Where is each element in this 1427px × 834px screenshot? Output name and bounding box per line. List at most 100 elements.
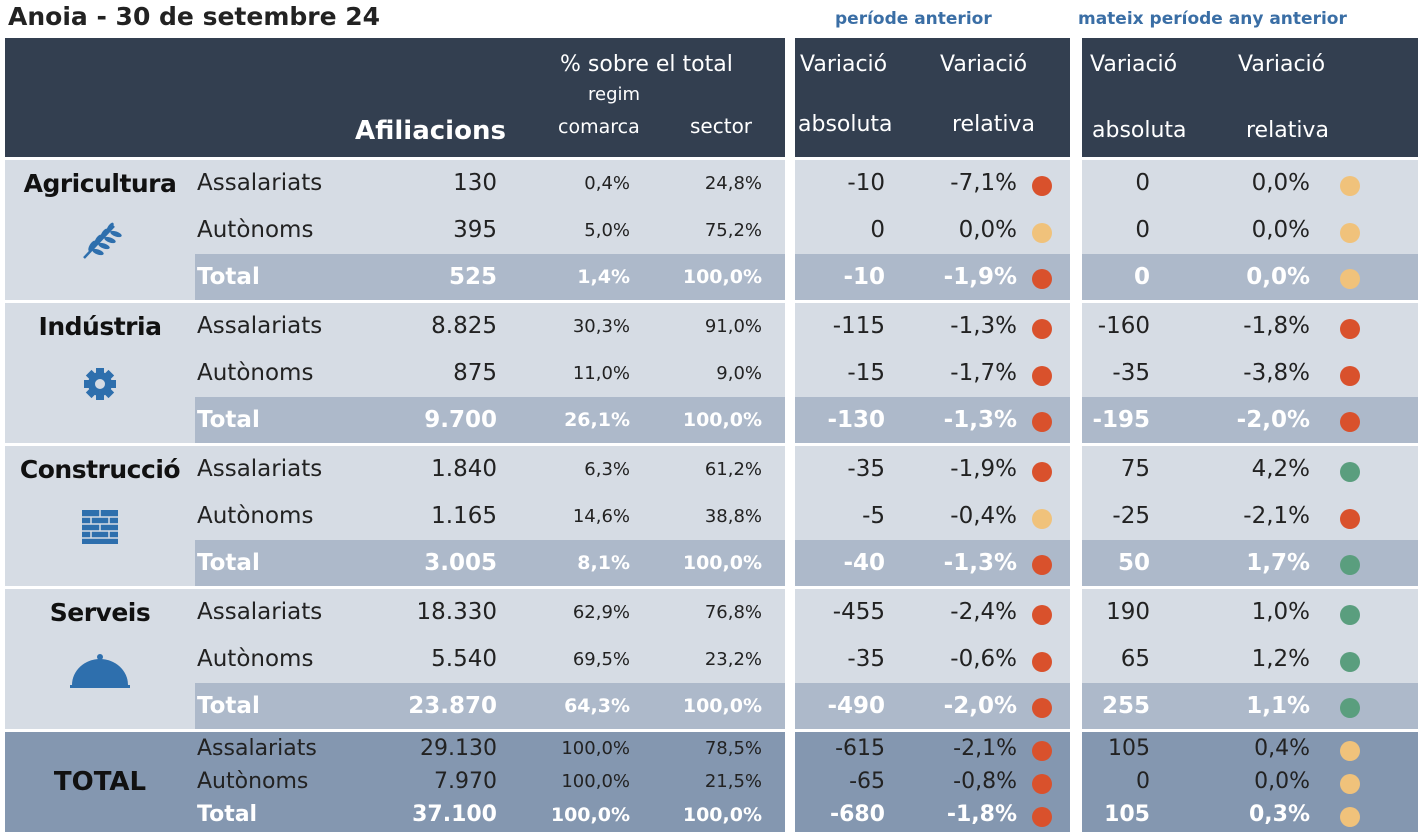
cell: -455 xyxy=(832,599,885,625)
cell: 0 xyxy=(1135,170,1150,196)
cell: 100,0% xyxy=(682,695,762,717)
row-bg xyxy=(5,589,785,636)
status-dot xyxy=(1032,651,1052,672)
status-dot xyxy=(1340,698,1360,718)
cell: 100,0% xyxy=(682,552,762,574)
cell: -160 xyxy=(1097,313,1150,339)
row-bg xyxy=(1082,732,1418,765)
row-type: Assalariats xyxy=(197,313,323,339)
sector-icon xyxy=(82,509,118,544)
row-bg xyxy=(795,493,1070,540)
row-bg xyxy=(5,683,195,729)
row-bg xyxy=(1082,683,1418,729)
header: Variació xyxy=(800,52,888,77)
row-bg xyxy=(1082,397,1418,443)
cell: -2,0% xyxy=(1236,407,1310,433)
row-bg xyxy=(795,397,1070,443)
cell: 100,0% xyxy=(682,409,762,431)
cell: 29.130 xyxy=(420,736,497,761)
row-bg xyxy=(1082,765,1418,798)
row-bg xyxy=(795,589,1070,636)
cell: 0 xyxy=(870,217,885,243)
header: Afiliacions xyxy=(355,116,506,146)
status-dot xyxy=(1032,412,1052,432)
cell: 100,0% xyxy=(682,804,762,826)
status-dot xyxy=(1340,740,1360,761)
cell: 5,0% xyxy=(584,220,630,241)
cell: -40 xyxy=(843,550,885,576)
row-bg xyxy=(795,254,1070,300)
cell: -130 xyxy=(827,407,885,433)
row-bg xyxy=(5,636,785,683)
row-bg xyxy=(795,446,1070,493)
cell: 4,2% xyxy=(1251,456,1310,482)
row-bg xyxy=(795,732,1070,765)
cell: 130 xyxy=(453,170,497,196)
cell: 76,8% xyxy=(704,602,762,623)
status-dot xyxy=(1340,807,1360,827)
cell: -0,8% xyxy=(953,769,1017,794)
cell: 5.540 xyxy=(431,646,497,672)
cell: 1.840 xyxy=(431,456,497,482)
cell: -2,4% xyxy=(950,599,1017,625)
cell: 0,3% xyxy=(1248,802,1310,827)
row-type: Assalariats xyxy=(197,170,323,196)
cell: 38,8% xyxy=(704,506,762,527)
cell: -10 xyxy=(847,170,885,196)
row-bg xyxy=(795,350,1070,397)
status-dot xyxy=(1032,773,1052,794)
cell: -2,0% xyxy=(943,693,1017,719)
cell: 3.005 xyxy=(424,550,497,576)
cell: 37.100 xyxy=(412,802,497,827)
row-type: Total xyxy=(197,693,260,719)
header: Variació xyxy=(1238,52,1326,77)
status-dot xyxy=(1032,508,1052,529)
cell: -35 xyxy=(1112,360,1150,386)
header-band xyxy=(795,38,1070,157)
group-label: període anterior xyxy=(835,9,992,29)
cell: 1,2% xyxy=(1251,646,1310,672)
row-bg xyxy=(5,732,785,765)
row-bg xyxy=(1082,303,1418,350)
row-type: Autònoms xyxy=(197,503,314,529)
cell: -1,8% xyxy=(946,802,1017,827)
cell: 0 xyxy=(1136,769,1150,794)
row-type: Total xyxy=(197,407,260,433)
status-dot xyxy=(1340,318,1360,339)
cell: 23.870 xyxy=(408,693,497,719)
header-band xyxy=(5,38,785,157)
row-bg xyxy=(795,683,1070,729)
row-type: Autònoms xyxy=(197,769,309,794)
row-bg xyxy=(1082,798,1418,832)
cell: 1,7% xyxy=(1246,550,1310,576)
row-bg xyxy=(795,207,1070,254)
row-type: Total xyxy=(197,802,258,827)
cell: 0,4% xyxy=(1254,736,1310,761)
cell: -7,1% xyxy=(950,170,1017,196)
cell: 100,0% xyxy=(550,804,630,826)
cell: 0 xyxy=(1135,217,1150,243)
cell: -1,8% xyxy=(1243,313,1310,339)
cell: 525 xyxy=(448,264,497,290)
cell: -65 xyxy=(849,769,885,794)
cell: -1,3% xyxy=(943,550,1017,576)
cell: -25 xyxy=(1112,503,1150,529)
cell: -35 xyxy=(847,646,885,672)
sector-icon xyxy=(83,222,122,259)
row-type: Assalariats xyxy=(197,736,317,761)
row-bg xyxy=(195,683,785,729)
row-type: Autònoms xyxy=(197,360,314,386)
cell: 0,4% xyxy=(584,173,630,194)
row-bg xyxy=(795,540,1070,586)
row-type: Total xyxy=(197,264,260,290)
row-bg xyxy=(5,798,785,832)
section-name: Serveis xyxy=(49,598,151,627)
cell: -1,9% xyxy=(950,456,1017,482)
row-bg xyxy=(195,397,785,443)
row-bg xyxy=(5,303,785,350)
cell: -3,8% xyxy=(1243,360,1310,386)
section-name: Indústria xyxy=(38,312,162,341)
header: regim xyxy=(588,84,641,105)
row-bg xyxy=(5,254,195,300)
cell: 6,3% xyxy=(584,459,630,480)
